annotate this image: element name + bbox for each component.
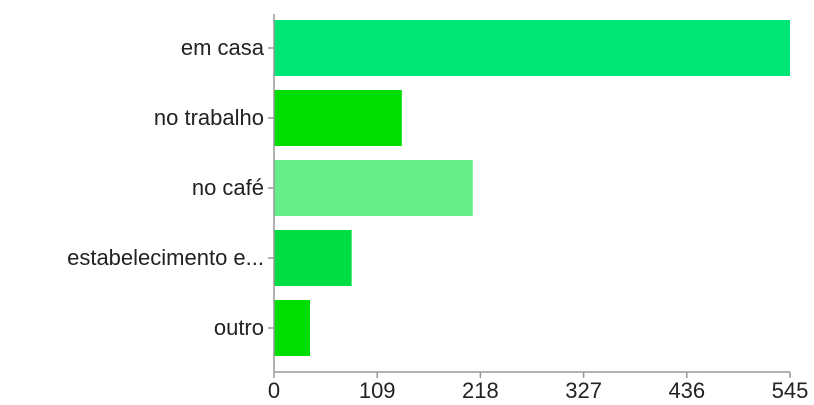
bar-0 (274, 20, 790, 76)
x-tick-label-5: 545 (772, 378, 809, 403)
x-tick-label-1: 109 (359, 378, 396, 403)
x-tick-label-4: 436 (668, 378, 705, 403)
x-tick-labels: 0 109 218 327 436 545 (268, 372, 808, 403)
category-label-0: em casa (181, 35, 265, 60)
category-label-2: no café (192, 175, 264, 200)
x-tick-label-0: 0 (268, 378, 280, 403)
x-tick-label-3: 327 (565, 378, 602, 403)
category-label-4: outro (214, 315, 264, 340)
bar-1 (274, 90, 402, 146)
bars-layer (274, 20, 790, 356)
bar-4 (274, 300, 310, 356)
x-tick-label-2: 218 (462, 378, 499, 403)
category-label-1: no trabalho (154, 105, 264, 130)
bar-3 (274, 230, 352, 286)
category-label-3: estabelecimento e... (67, 245, 264, 270)
category-labels: em casa no trabalho no café estabelecimento… (67, 35, 274, 340)
bar-2 (274, 160, 473, 216)
